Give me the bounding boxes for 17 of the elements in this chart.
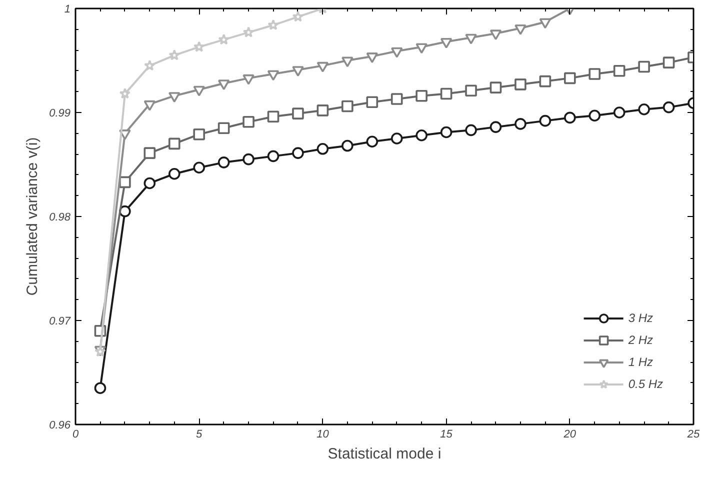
y-tick-label: 0.99	[49, 108, 71, 120]
legend-label: 0.5 Hz	[628, 377, 663, 391]
x-tick-label: 0	[72, 428, 80, 440]
x-tick-label: 15	[440, 428, 454, 440]
x-tick-label: 25	[686, 428, 700, 440]
x-tick-label: 20	[562, 428, 577, 440]
x-axis-title: Statistical mode i	[328, 446, 442, 462]
x-tick-label: 10	[316, 428, 330, 440]
legend-label: 3 Hz	[628, 311, 653, 325]
legend-label: 2 Hz	[628, 333, 653, 347]
y-tick-label: 0.97	[49, 316, 72, 328]
y-tick-label: 0.96	[49, 420, 72, 432]
legend-label: 1 Hz	[628, 355, 653, 369]
y-tick-label: 1	[64, 4, 71, 16]
y-axis-title: Cumulated variance v(i)	[24, 137, 42, 296]
x-tick-label: 5	[196, 428, 204, 440]
y-tick-label: 0.98	[49, 212, 72, 224]
